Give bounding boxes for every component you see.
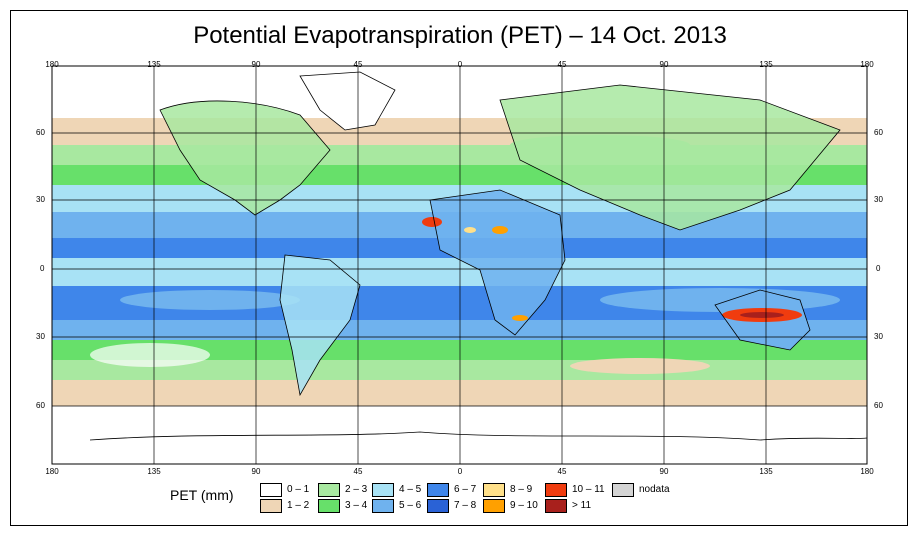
legend-label: 3 – 4: [345, 500, 368, 511]
lon-label-top: 180: [860, 60, 874, 69]
legend-label: 6 – 7: [454, 484, 477, 495]
greenland: [300, 72, 395, 130]
legend-swatch: [483, 483, 505, 497]
legend-swatch: [427, 499, 449, 513]
legend-label: 7 – 8: [454, 500, 477, 511]
legend-label: nodata: [639, 484, 670, 495]
lon-label-bottom: 90: [659, 467, 669, 476]
lon-label-bottom: 180: [45, 467, 59, 476]
lon-label-bottom: 135: [147, 467, 161, 476]
lon-label-top: 0: [457, 60, 463, 69]
lon-label-bottom: 0: [457, 467, 463, 476]
lon-label-top: 90: [659, 60, 669, 69]
antarctica: [52, 430, 867, 464]
map-title: Potential Evapotranspiration (PET) – 14 …: [193, 22, 727, 49]
legend-swatch: [372, 483, 394, 497]
lat-label-right: 60: [874, 401, 883, 410]
legend-swatch: [612, 483, 634, 497]
legend-label: > 11: [572, 500, 591, 511]
legend-label: 8 – 9: [510, 484, 533, 495]
lon-label-top: 135: [147, 60, 161, 69]
lon-label-top: 180: [45, 60, 59, 69]
west-africa-hotspot: [422, 217, 442, 227]
legend-swatch: [483, 499, 505, 513]
lat-label-right: 30: [874, 332, 883, 341]
pet-field: [52, 66, 867, 464]
band-equator-light: [52, 258, 867, 288]
legend-title: PET (mm): [170, 487, 234, 503]
legend-label: 1 – 2: [287, 500, 310, 511]
lon-label-top: 90: [251, 60, 261, 69]
lon-label-top: 45: [557, 60, 567, 69]
lat-label-right: 60: [874, 128, 883, 137]
legend-swatch: [545, 483, 567, 497]
lon-label-bottom: 45: [557, 467, 567, 476]
graticule: [52, 66, 867, 464]
figure-frame: [10, 10, 908, 526]
lat-label-right: 0: [876, 264, 881, 273]
lon-label-top: 135: [759, 60, 773, 69]
legend-label: 9 – 10: [510, 500, 538, 511]
lon-label-bottom: 180: [860, 467, 874, 476]
lat-label-right: 30: [874, 195, 883, 204]
legend-swatch: [260, 483, 282, 497]
map-border: [51, 65, 868, 465]
lat-label-left: 60: [36, 128, 45, 137]
lat-label-left: 60: [36, 401, 45, 410]
lon-label-bottom: 135: [759, 467, 773, 476]
lon-label-bottom: 90: [251, 467, 261, 476]
legend-label: 5 – 6: [399, 500, 422, 511]
lat-label-left: 30: [36, 195, 45, 204]
legend-label: 2 – 3: [345, 484, 368, 495]
legend-swatch: [260, 499, 282, 513]
legend-swatch: [545, 499, 567, 513]
legend-label: 0 – 1: [287, 484, 310, 495]
lon-label-top: 45: [353, 60, 363, 69]
legend-swatch: [318, 483, 340, 497]
legend-swatch: [372, 499, 394, 513]
north-america-land: [160, 100, 330, 215]
legend-swatch: [318, 499, 340, 513]
eurasia-land: [500, 85, 840, 230]
legend-swatch: [427, 483, 449, 497]
lon-label-bottom: 45: [353, 467, 363, 476]
south-america-land: [280, 255, 360, 395]
lat-label-left: 30: [36, 332, 45, 341]
lat-label-left: 0: [40, 264, 45, 273]
legend-label: 4 – 5: [399, 484, 422, 495]
africa-land: [430, 190, 565, 335]
band-south-tan: [52, 380, 867, 406]
legend-label: 10 – 11: [572, 484, 605, 495]
